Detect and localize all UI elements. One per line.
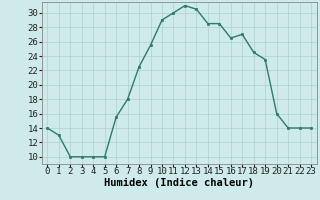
- X-axis label: Humidex (Indice chaleur): Humidex (Indice chaleur): [104, 178, 254, 188]
